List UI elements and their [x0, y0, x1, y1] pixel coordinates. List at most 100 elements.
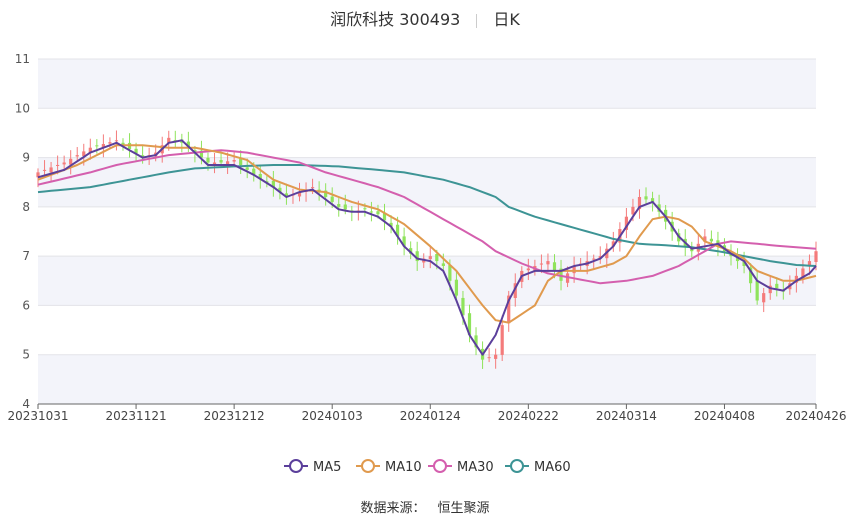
candle-body [559, 268, 563, 281]
x-tick-label: 20240124 [400, 409, 461, 423]
candle-body [749, 267, 753, 284]
legend-marker [510, 459, 524, 473]
candle-body [114, 140, 119, 142]
candle-body [134, 148, 138, 154]
legend-item-ma30[interactable]: MA30 [428, 459, 494, 475]
x-tick-label: 20240103 [302, 409, 363, 423]
candle-body [395, 224, 400, 237]
candle-body [428, 256, 432, 260]
candle-body [709, 238, 713, 242]
candle-body [49, 167, 53, 173]
candle-body [219, 160, 223, 163]
source-name: 恒生聚源 [437, 501, 490, 516]
y-tick-label: 7 [22, 249, 30, 263]
candle-body [258, 174, 262, 179]
candle-body [88, 147, 92, 153]
candle-body [343, 204, 347, 210]
candle-body [402, 236, 406, 247]
legend-item-ma60[interactable]: MA60 [505, 459, 571, 475]
candle-body [212, 162, 217, 165]
band [38, 354, 816, 404]
candle-body [441, 263, 445, 266]
candle-body [337, 204, 341, 207]
candle-body [513, 283, 517, 298]
x-tick-label: 20231121 [106, 409, 167, 423]
ma30-line [37, 149, 817, 285]
candle-body [245, 167, 249, 170]
chart-title: 润欣科技 300493 日K [0, 6, 850, 30]
legend-label: MA10 [385, 460, 422, 475]
y-tick-label: 10 [15, 101, 30, 115]
band [38, 256, 816, 306]
candle-body [755, 280, 759, 301]
candle-body [487, 357, 491, 359]
candle-body [101, 144, 105, 148]
candle-body [807, 261, 812, 267]
candle-body [82, 151, 86, 157]
candle-body [546, 261, 550, 265]
candle-body [310, 187, 315, 189]
candle-body [814, 251, 818, 262]
candle-body [467, 313, 472, 335]
candle-body [650, 198, 655, 202]
candle-body [382, 212, 387, 221]
candle-body [703, 236, 707, 242]
candle-body [474, 335, 478, 348]
candle-body [611, 241, 615, 247]
candle-body [435, 253, 439, 262]
legend-label: MA30 [457, 460, 494, 475]
y-tick-label: 9 [22, 151, 30, 165]
candle-body [324, 190, 328, 197]
legend-item-ma10[interactable]: MA10 [356, 459, 422, 475]
candle-body [592, 258, 596, 260]
legend-label: MA60 [534, 460, 571, 475]
plot-background [38, 59, 816, 404]
stock-title: 润欣科技 300493 [330, 10, 461, 29]
candle-body [775, 283, 779, 289]
candle-body [794, 275, 798, 283]
y-axis: 4 5 6 7 8 9 10 11 [15, 52, 30, 411]
candle-body [389, 222, 393, 227]
candle-body [69, 158, 73, 165]
candle-body [572, 266, 576, 274]
x-tick-label: 20240426 [785, 409, 846, 423]
candle-body [75, 155, 79, 157]
candle-body [252, 168, 256, 175]
candle-body [121, 142, 125, 145]
candle-body [56, 164, 60, 167]
candle-body [167, 137, 171, 144]
candle-body [199, 150, 204, 158]
grid-lines [38, 58, 816, 405]
candle-body [239, 158, 243, 165]
x-tick-label: 20231031 [7, 409, 68, 423]
y-tick-label: 6 [22, 298, 30, 312]
x-tick-label: 20240314 [596, 409, 657, 423]
legend-item-ma5[interactable]: MA5 [284, 459, 341, 475]
candle-body [36, 172, 40, 178]
candle-body [500, 325, 504, 355]
candle-body [552, 262, 557, 271]
y-tick-label: 5 [22, 348, 30, 362]
legend-marker [361, 459, 375, 473]
candle-body [539, 263, 544, 265]
candle-body [461, 297, 465, 316]
candle-body [494, 354, 498, 359]
candle-body [42, 169, 47, 171]
candle-body [768, 285, 772, 294]
legend[interactable]: MA5 MA10 MA30 MA60 [284, 459, 571, 475]
candle-body [624, 216, 629, 230]
x-tick-label: 20231212 [204, 409, 265, 423]
candle-body [409, 248, 413, 254]
candle-body [141, 155, 145, 158]
candle-body [330, 196, 334, 202]
candle-body [62, 162, 66, 165]
candle-body [206, 157, 210, 163]
data-source: 数据来源： 恒生聚源 [0, 497, 850, 516]
ma60-line [37, 164, 817, 267]
candle-body [369, 211, 374, 213]
candle-body [271, 180, 275, 188]
candle-body [448, 265, 452, 281]
candle-body [762, 293, 766, 303]
candle-body [284, 193, 289, 197]
period-title: 日K [493, 10, 520, 29]
